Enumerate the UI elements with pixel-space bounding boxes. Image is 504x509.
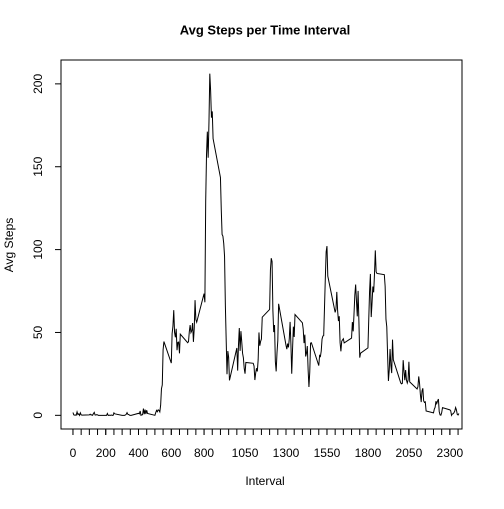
y-axis-label: Avg Steps — [2, 218, 16, 272]
x-tick-label: 2300 — [437, 446, 464, 460]
x-tick-label: 400 — [128, 446, 148, 460]
y-tick-label: 100 — [31, 239, 45, 259]
x-tick-label: 1050 — [232, 446, 259, 460]
x-tick-label: 0 — [70, 446, 77, 460]
x-tick-label: 1800 — [355, 446, 382, 460]
x-tick-label: 1300 — [273, 446, 300, 460]
x-tick-label: 200 — [96, 446, 116, 460]
y-tick-label: 150 — [31, 156, 45, 176]
data-line — [72, 73, 460, 417]
y-tick-label: 200 — [31, 74, 45, 94]
chart-title: Avg Steps per Time Interval — [180, 22, 351, 37]
x-tick-label: 600 — [161, 446, 181, 460]
y-tick-label: 50 — [31, 325, 45, 339]
x-tick-label: 2050 — [396, 446, 423, 460]
x-tick-label: 800 — [194, 446, 214, 460]
y-tick-label: 0 — [31, 412, 45, 419]
x-tick-label: 1550 — [314, 446, 341, 460]
x-axis-label: Interval — [245, 474, 284, 488]
